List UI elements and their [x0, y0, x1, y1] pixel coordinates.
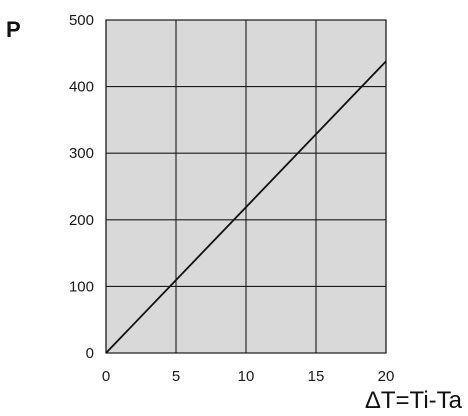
- x-tick-labels: 0 5 10 15 20: [102, 368, 395, 385]
- grid-lines: [105, 19, 387, 354]
- series-line-0: [105, 60, 387, 354]
- y-tick-label: 300: [69, 145, 94, 162]
- y-tick-labels: 0 100 200 300 400 500: [69, 12, 94, 362]
- x-tick-label: 20: [378, 368, 395, 385]
- y-axis-label: P: [6, 17, 21, 42]
- y-tick-label: 100: [69, 278, 94, 295]
- series-layer: [105, 60, 387, 354]
- y-tick-label: 200: [69, 212, 94, 229]
- x-tick-label: 0: [102, 368, 110, 385]
- x-tick-label: 10: [238, 368, 255, 385]
- y-tick-label: 500: [69, 12, 94, 29]
- x-tick-label: 5: [172, 368, 180, 385]
- y-tick-label: 0: [86, 345, 94, 362]
- y-tick-label: 400: [69, 79, 94, 96]
- x-axis-label: ΔT=Ti-Ta: [365, 387, 463, 414]
- x-tick-label: 15: [308, 368, 325, 385]
